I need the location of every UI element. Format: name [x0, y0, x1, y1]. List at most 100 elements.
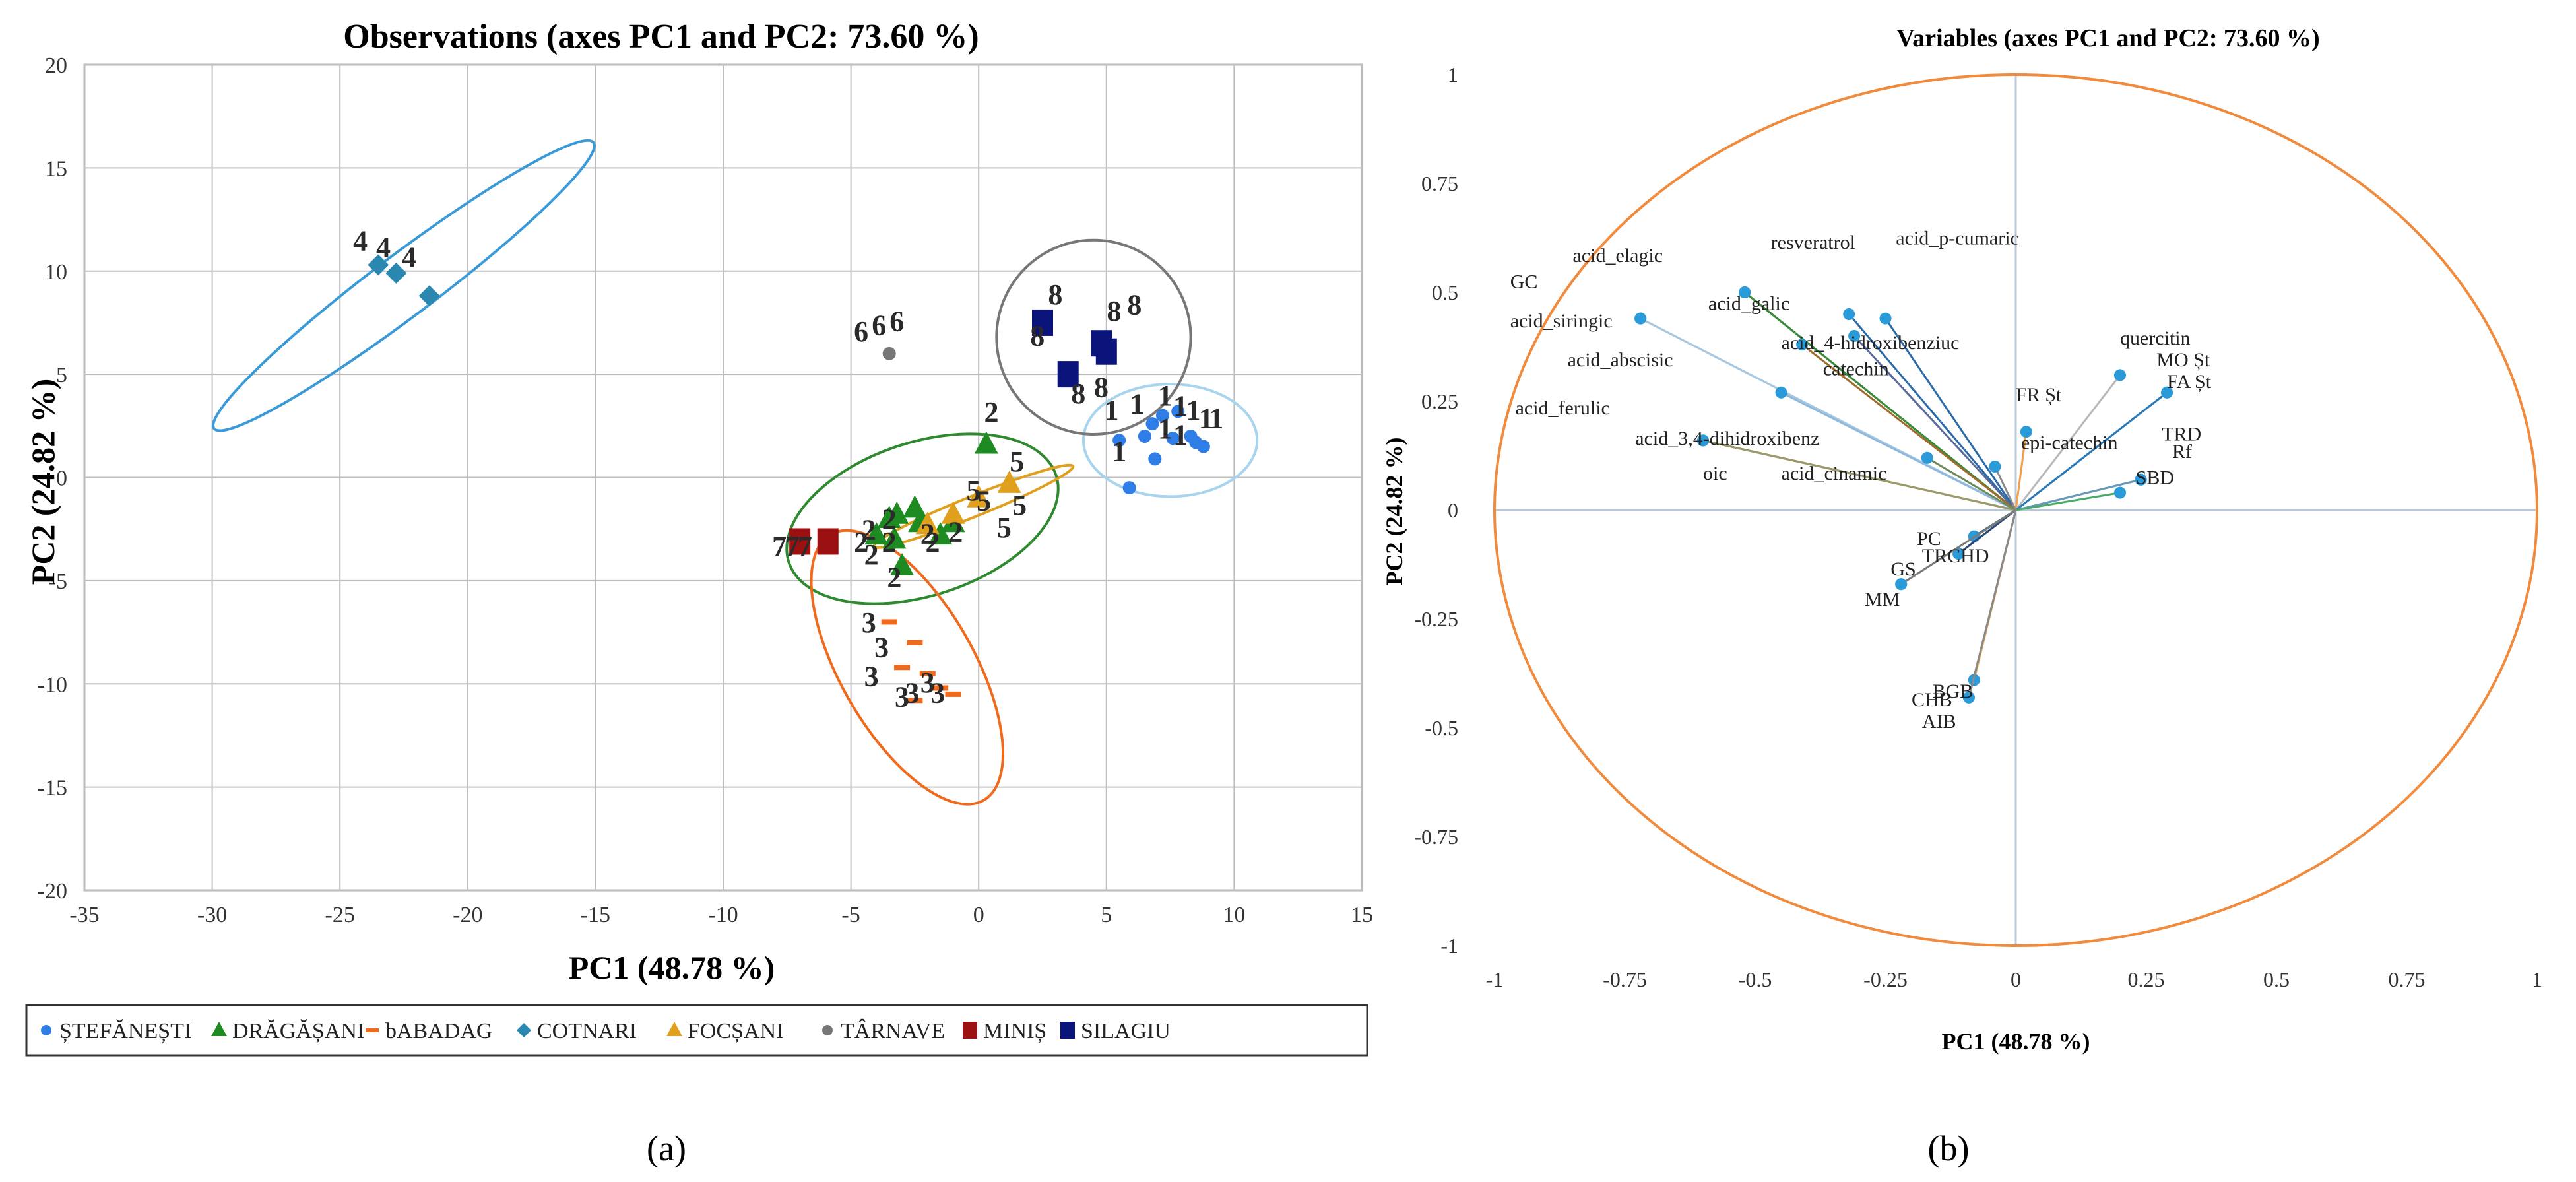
variable-point: [1989, 461, 2001, 473]
data-point: [890, 552, 915, 575]
loading-vector: [1780, 391, 2016, 511]
point-label: 5: [977, 485, 991, 517]
data-point: [932, 685, 949, 691]
data-point: [903, 495, 927, 518]
variable-point: [1848, 330, 1861, 342]
y-tick-label: -0.75: [1414, 825, 1458, 849]
x-tick-label: -0.75: [1603, 968, 1647, 991]
data-point: [882, 346, 896, 360]
point-label: 4: [353, 224, 368, 257]
panel-a-y-axis-label: PC2 (24.82 %): [24, 379, 61, 585]
variable-point: [1952, 548, 1965, 560]
y-tick-label: -5: [49, 570, 67, 594]
loading-vector: [1702, 439, 2016, 511]
point-label: 8: [1071, 378, 1085, 410]
point-label: 2: [882, 526, 897, 558]
variable-label: FA Șt: [2167, 371, 2212, 393]
data-point: [915, 511, 940, 535]
x-tick-label: 0.25: [2128, 968, 2165, 991]
point-label: 7: [798, 530, 812, 562]
point-label: 1: [1158, 379, 1173, 412]
point-label: 2: [948, 515, 963, 548]
loading-vector: [2014, 374, 2121, 511]
point-label: 8: [1094, 372, 1109, 404]
point-label: 5: [966, 475, 981, 507]
legend-label: ȘTEFĂNEȘTI: [59, 1019, 191, 1043]
panel-a-tick-labels: -35 -30 -25 -20 -15 -10 -5 0 5 10 15-20-15-10-5051…: [38, 53, 1373, 927]
variable-label: acid_4-hidroxibenziuc: [1782, 332, 1960, 354]
variable-label: quercitin: [2120, 327, 2191, 349]
y-tick-label: 0: [56, 467, 67, 491]
loading-vector: [2015, 492, 2121, 511]
legend-label: bABADAG: [385, 1019, 492, 1043]
data-point: [1171, 405, 1185, 418]
data-point: [885, 501, 909, 524]
variable-label: FR Șt: [2016, 384, 2062, 406]
x-tick-label: 0.5: [2263, 968, 2290, 991]
x-tick-label: 0.75: [2389, 968, 2426, 991]
legend-label: MINIȘ: [983, 1019, 1046, 1043]
y-tick-label: -1: [1440, 934, 1458, 958]
variable-point: [1775, 386, 1787, 399]
variable-label: MO Șt: [2156, 349, 2210, 371]
point-label: 6: [854, 315, 868, 348]
data-point: [881, 619, 897, 625]
variable-point: [1796, 339, 1809, 351]
data-point: [974, 431, 998, 454]
point-label: 1: [1173, 390, 1188, 422]
x-tick-label: 1: [2532, 968, 2542, 991]
variable-label: acid_elagic: [1573, 245, 1663, 267]
legend-marker: [41, 1025, 51, 1035]
point-label: 8: [1030, 319, 1045, 352]
x-tick-label: 15: [1351, 903, 1373, 927]
point-label: 3: [895, 681, 909, 713]
confidence-ellipse: [212, 139, 596, 432]
y-tick-label: 15: [45, 156, 67, 181]
y-tick-label: -15: [38, 776, 67, 801]
legend-marker: [822, 1025, 833, 1035]
variable-label: acid_3,4-dihidroxibenz: [1635, 428, 1819, 449]
variable-label: SBD: [2136, 467, 2174, 488]
y-tick-label: 1: [1448, 63, 1458, 86]
variable-point: [1962, 691, 1975, 704]
point-label: 8: [1127, 288, 1142, 321]
point-label: 2: [984, 396, 999, 428]
point-label: 2: [864, 539, 879, 571]
x-tick-label: -30: [197, 903, 227, 927]
panel-b: Variables (axes PC1 and PC2: 73.60 %) -1…: [1381, 24, 2542, 1168]
panel-a-caption: (a): [647, 1129, 686, 1168]
y-tick-label: -10: [38, 673, 67, 697]
variable-label: AIB: [1922, 711, 1956, 733]
point-label: 1: [1209, 402, 1223, 434]
data-point: [919, 671, 936, 676]
loading-vector: [1801, 344, 2016, 511]
point-label: 5: [997, 511, 1012, 544]
variable-label: MM: [1865, 589, 1900, 610]
data-point: [1145, 417, 1159, 431]
panel-a-legend: ȘTEFĂNEȘTI DRĂGĂȘANI bABADAG COTNARI FOCȘANI…: [41, 1019, 1171, 1043]
point-label: 1: [1199, 402, 1213, 434]
variable-label: TRCHD: [1922, 545, 1989, 567]
x-tick-label: -20: [453, 903, 482, 927]
x-tick-label: 0: [973, 903, 984, 927]
y-tick-label: 0: [1448, 498, 1458, 522]
loading-vector: [2015, 391, 2168, 511]
data-point: [368, 254, 389, 276]
point-label: 8: [1107, 295, 1121, 327]
point-label: 1: [1105, 394, 1119, 426]
variable-label: acid_ferulic: [1516, 397, 1610, 419]
loading-vector: [1744, 291, 2016, 511]
variable-label: acid_abscisic: [1568, 349, 1673, 371]
panel-a: Observations (axes PC1 and PC2: 73.60 %)…: [24, 18, 1373, 1168]
point-label: 5: [1010, 445, 1024, 478]
y-tick-label: -0.5: [1425, 716, 1458, 740]
data-point: [789, 528, 811, 555]
y-tick-label: 0.75: [1421, 172, 1458, 195]
point-label: 4: [402, 241, 416, 273]
legend-label: COTNARI: [537, 1019, 637, 1043]
x-tick-label: -0.25: [1863, 968, 1908, 991]
legend-marker: [1060, 1022, 1075, 1039]
x-tick-label: -5: [841, 903, 860, 927]
point-label: 1: [1130, 388, 1144, 420]
